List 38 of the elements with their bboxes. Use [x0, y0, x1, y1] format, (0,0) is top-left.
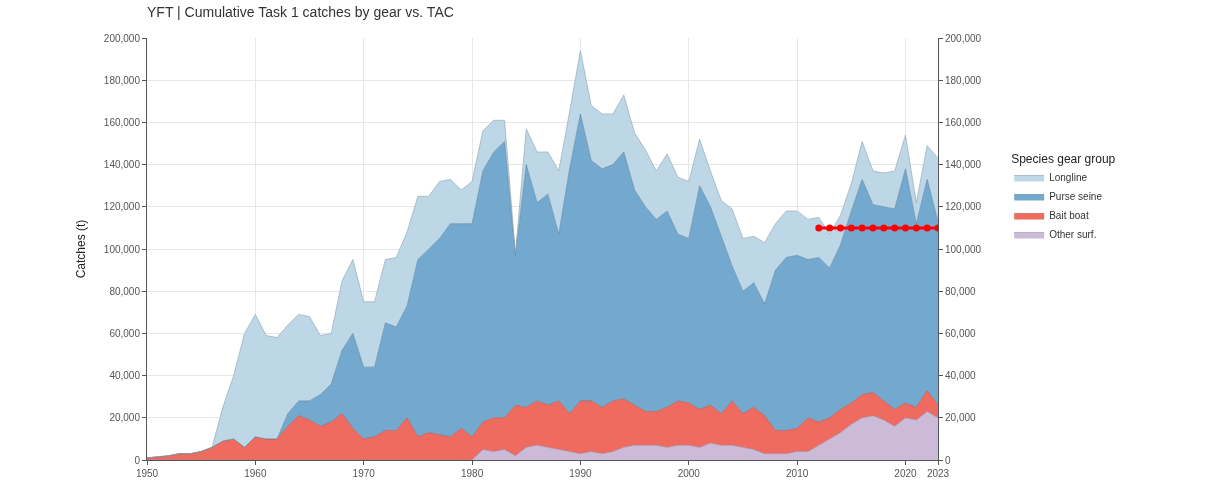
y-axis-title: Catches (t) [74, 219, 89, 279]
legend-label: Bait boat [1049, 210, 1089, 222]
x-tick-label: 2023 [926, 468, 950, 479]
y2-tick-label: 160,000 [945, 116, 982, 128]
y2-tick-label: 100,000 [945, 243, 982, 255]
y-tick-label: 140,000 [103, 159, 141, 171]
y-tick-label: 100,000 [103, 243, 141, 255]
legend-label: Other surf. [1049, 229, 1097, 241]
x-tick-label: 2000 [677, 468, 701, 479]
x-tick-label: 1960 [244, 468, 267, 479]
y2-tick-label: 20,000 [945, 412, 977, 424]
y-tick-label: 180,000 [103, 74, 141, 86]
x-tick-label: 1980 [460, 468, 484, 479]
y2-tick-label: 0 [945, 454, 951, 466]
x-tick-label: 1990 [569, 468, 592, 479]
legend-title: Species gear group [1011, 151, 1116, 166]
y2-tick-label: 60,000 [945, 327, 977, 339]
legend-label: Purse seine [1049, 191, 1103, 203]
y-tick-label: 120,000 [103, 201, 141, 213]
y2-tick-label: 40,000 [945, 370, 977, 382]
y-tick-label: 80,000 [109, 285, 141, 297]
y-tick-label: 60,000 [109, 327, 141, 339]
y2-tick-label: 80,000 [945, 285, 977, 297]
y-tick-label: 160,000 [103, 116, 141, 128]
y2-tick-label: 140,000 [945, 159, 982, 171]
y-tick-label: 20,000 [109, 412, 141, 424]
x-tick-label: 2010 [786, 468, 809, 479]
y2-tick-label: 180,000 [945, 74, 982, 86]
y-tick-label: 200,000 [103, 32, 141, 44]
y2-tick-label: 200,000 [945, 32, 982, 44]
y-tick-label: 40,000 [109, 370, 141, 382]
chart-title: YFT | Cumulative Task 1 catches by gear vs. TAC [147, 3, 454, 20]
x-tick-label: 1970 [352, 468, 376, 479]
y-tick-label: 0 [134, 454, 141, 466]
x-tick-label: 2020 [894, 468, 918, 479]
y2-tick-label: 120,000 [945, 201, 982, 213]
x-tick-label: 1950 [135, 468, 159, 479]
legend-label: Longline [1049, 172, 1088, 184]
